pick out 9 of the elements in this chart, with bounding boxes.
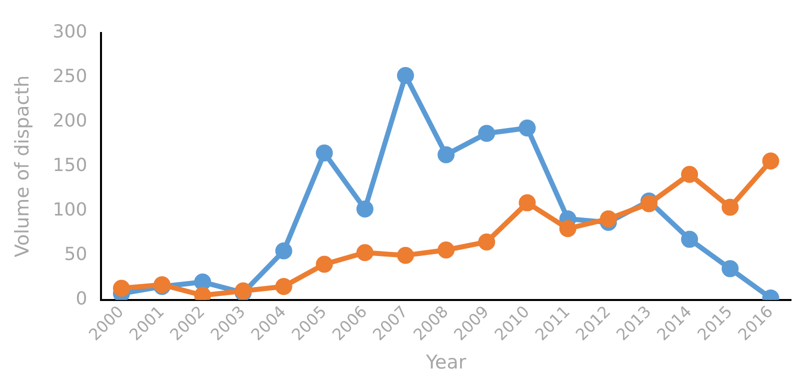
- y-tick-label: 300: [52, 21, 88, 42]
- y-tick-label: 150: [52, 154, 88, 176]
- y-tick-label: 200: [52, 110, 88, 132]
- y-axis-title: Volume of dispacth: [11, 75, 34, 258]
- y-tick-label: 250: [52, 66, 88, 87]
- y-tick-label: 50: [64, 244, 88, 265]
- x-axis-title: Year: [424, 352, 466, 374]
- y-tick-label: 100: [52, 199, 88, 220]
- y-tick-label: 0: [76, 288, 88, 310]
